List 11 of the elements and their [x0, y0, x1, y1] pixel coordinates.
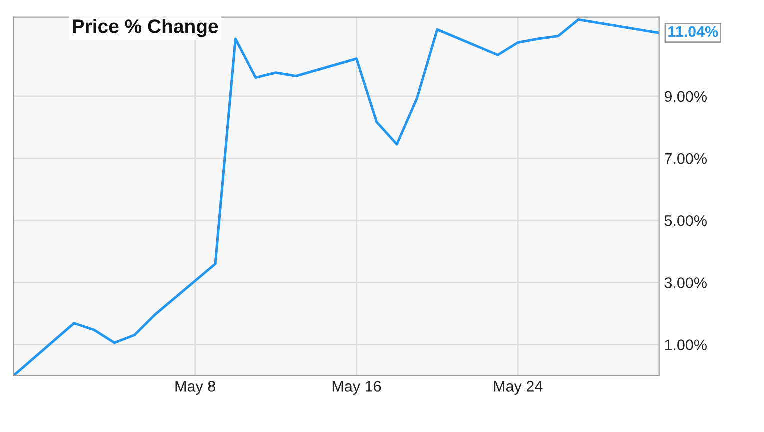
x-tick-label: May 24	[494, 381, 543, 395]
line-series	[14, 18, 660, 376]
y-tick-label: 3.00%	[664, 278, 707, 288]
annotation: 11.04%	[668, 26, 718, 38]
x-tick-label: May 16	[332, 381, 382, 395]
y-tick-label: 7.00%	[664, 153, 707, 164]
chart-title: Price % Change	[73, 19, 218, 38]
y-tick-label: 9.00%	[664, 91, 707, 102]
y-tick-label: 5.00%	[664, 215, 707, 226]
y-tick-label: 1.00%	[665, 340, 707, 350]
x-tick-label: May 8	[176, 381, 216, 395]
